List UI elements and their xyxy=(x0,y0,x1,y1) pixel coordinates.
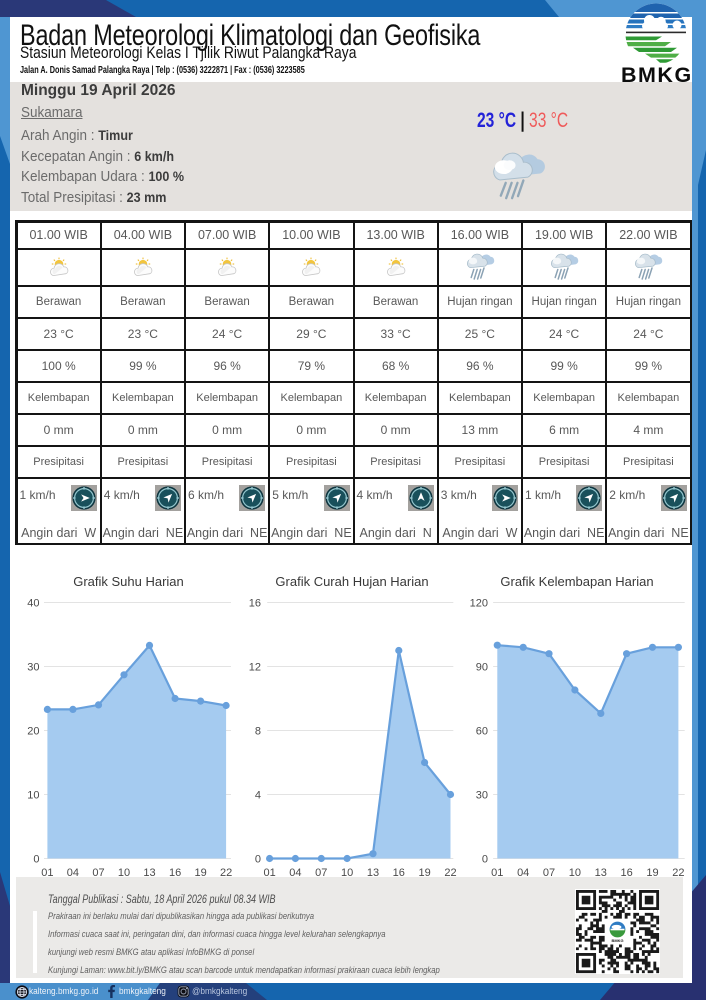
svg-text:19: 19 xyxy=(194,867,206,879)
svg-text:13: 13 xyxy=(595,867,607,879)
svg-text:10: 10 xyxy=(118,867,130,879)
svg-text:0: 0 xyxy=(482,854,488,866)
svg-text:10: 10 xyxy=(569,867,581,879)
svg-text:07: 07 xyxy=(92,867,104,879)
svg-text:30: 30 xyxy=(476,790,488,802)
svg-text:BMKG: BMKG xyxy=(611,938,623,943)
svg-text:Grafik Suhu Harian: Grafik Suhu Harian xyxy=(73,574,184,589)
svg-text:40: 40 xyxy=(27,598,39,610)
svg-text:120: 120 xyxy=(470,598,488,610)
svg-text:10: 10 xyxy=(341,867,353,879)
svg-text:01: 01 xyxy=(491,867,503,879)
svg-text:04: 04 xyxy=(517,867,529,879)
svg-text:Grafik Kelembapan Harian: Grafik Kelembapan Harian xyxy=(500,574,653,589)
svg-text:19: 19 xyxy=(646,867,658,879)
svg-text:07: 07 xyxy=(315,867,327,879)
svg-text:20: 20 xyxy=(27,726,39,738)
svg-text:4: 4 xyxy=(255,790,261,802)
svg-text:0: 0 xyxy=(33,854,39,866)
svg-text:22: 22 xyxy=(672,867,684,879)
svg-text:60: 60 xyxy=(476,726,488,738)
svg-text:16: 16 xyxy=(393,867,405,879)
svg-text:16: 16 xyxy=(249,598,261,610)
svg-text:30: 30 xyxy=(27,662,39,674)
svg-text:8: 8 xyxy=(255,726,261,738)
svg-text:10: 10 xyxy=(27,790,39,802)
svg-text:22: 22 xyxy=(220,867,232,879)
svg-text:07: 07 xyxy=(543,867,555,879)
svg-text:0: 0 xyxy=(255,854,261,866)
svg-text:16: 16 xyxy=(169,867,181,879)
svg-text:22: 22 xyxy=(444,867,456,879)
svg-text:16: 16 xyxy=(620,867,632,879)
svg-text:01: 01 xyxy=(263,867,275,879)
svg-text:01: 01 xyxy=(41,867,53,879)
svg-text:04: 04 xyxy=(67,867,79,879)
svg-text:13: 13 xyxy=(367,867,379,879)
svg-text:19: 19 xyxy=(418,867,430,879)
svg-text:04: 04 xyxy=(289,867,301,879)
svg-text:Grafik Curah Hujan Harian: Grafik Curah Hujan Harian xyxy=(275,574,428,589)
svg-text:12: 12 xyxy=(249,662,261,674)
svg-text:90: 90 xyxy=(476,662,488,674)
svg-text:13: 13 xyxy=(143,867,155,879)
